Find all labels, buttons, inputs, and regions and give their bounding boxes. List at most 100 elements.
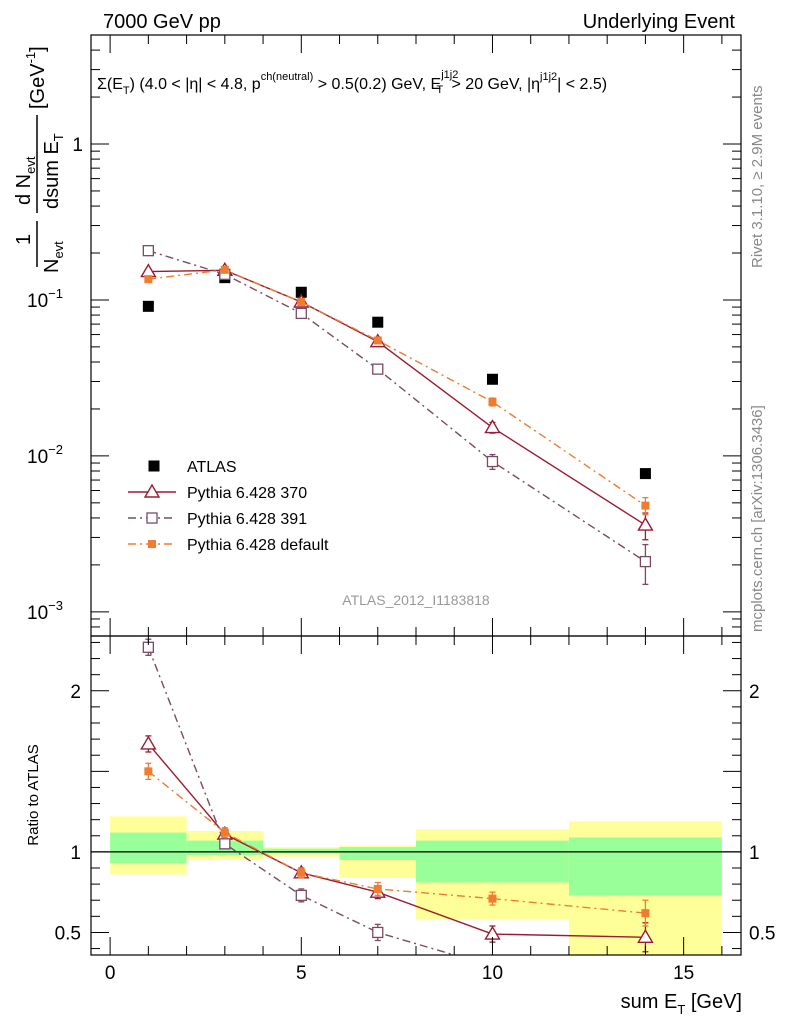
ratio-point <box>488 891 497 906</box>
main-y-tick-label: 10−2 <box>27 442 63 468</box>
legend-label: ATLAS <box>187 459 237 476</box>
header-left-label: 7000 GeV pp <box>103 11 221 33</box>
ratio-line <box>147 743 646 938</box>
x-tick-label: 15 <box>673 963 694 984</box>
main-point <box>295 286 307 298</box>
main-marker <box>637 516 654 531</box>
main-marker <box>639 468 651 480</box>
legend-item: Pythia 6.428 default <box>128 537 329 554</box>
main-point <box>637 512 654 541</box>
main-point <box>220 265 229 274</box>
main-marker <box>297 298 306 307</box>
x-tick-label: 0 <box>105 963 116 984</box>
svg-text:Nevt: Nevt <box>41 241 66 273</box>
ratio-marker <box>641 909 650 918</box>
main-point <box>641 496 650 516</box>
main-marker <box>488 397 497 406</box>
main-point <box>486 453 499 470</box>
legend-item: Pythia 6.428 391 <box>128 511 307 528</box>
ratio-point <box>297 867 306 879</box>
ratio-series <box>144 762 650 927</box>
green-band <box>110 832 187 864</box>
main-point <box>488 397 497 407</box>
svg-text:d Nevt: d Nevt <box>13 156 38 205</box>
ratio-y-tick-label-right: 1 <box>749 843 760 864</box>
legend-label: Pythia 6.428 default <box>187 537 329 554</box>
legend-label: Pythia 6.428 370 <box>187 485 307 502</box>
ratio-uncertainty-bands <box>110 816 722 955</box>
ratio-marker <box>372 926 384 939</box>
ratio-marker <box>140 735 157 750</box>
ratio-point <box>220 827 229 839</box>
ratio-y-tick-label-right: 2 <box>749 682 760 703</box>
main-line <box>148 250 646 563</box>
main-point <box>372 363 384 375</box>
ratio-marker <box>144 767 153 776</box>
main-line <box>148 269 646 507</box>
legend-marker <box>146 512 158 524</box>
analysis-watermark: ATLAS_2012_I1183818 <box>342 592 490 608</box>
ratio-marker <box>640 965 650 975</box>
main-marker <box>142 245 155 257</box>
ratio-y-tick-label-right: 0.5 <box>749 923 775 944</box>
main-y-axis-label: 1 Nevt d Nevt dsum ET [GeV-1] <box>13 46 66 273</box>
main-series <box>142 272 651 480</box>
main-point <box>144 275 153 284</box>
main-marker <box>486 455 499 468</box>
main-marker <box>142 300 154 312</box>
ratio-marker <box>297 868 306 877</box>
ratio-point <box>144 762 153 781</box>
ratio-series <box>142 638 650 983</box>
ratio-y-tick-label-left: 2 <box>70 682 81 703</box>
main-series <box>142 245 652 586</box>
ratio-marker <box>220 828 229 837</box>
ratio-y-tick-label-left: 0.5 <box>55 923 81 944</box>
main-marker <box>140 263 157 278</box>
legend-marker <box>148 460 160 472</box>
legend-label: Pythia 6.428 391 <box>187 511 307 528</box>
main-marker <box>295 307 307 320</box>
main-point <box>372 316 384 328</box>
main-point <box>142 300 154 312</box>
main-marker <box>295 286 307 298</box>
ratio-marker <box>637 928 654 943</box>
main-marker <box>220 265 229 274</box>
main-series-group <box>140 245 654 586</box>
ratio-y-tick-label-left: 1 <box>70 843 81 864</box>
main-y-tick-label: 10−3 <box>27 598 63 624</box>
legend-marker <box>148 540 156 548</box>
main-marker <box>641 501 650 510</box>
main-point <box>140 263 157 278</box>
ratio-marker <box>488 894 497 903</box>
x-axis-label: sum ET [GeV] <box>621 991 742 1017</box>
main-marker <box>372 363 384 375</box>
main-point <box>373 336 382 345</box>
main-marker <box>373 336 382 345</box>
rivet-version-label: Rivet 3.1.10, ≥ 2.9M events <box>749 86 766 269</box>
x-tick-label: 10 <box>482 963 503 984</box>
svg-text:1: 1 <box>13 234 35 245</box>
green-band <box>339 847 416 860</box>
ratio-point <box>295 888 307 903</box>
ratio-point <box>641 899 650 927</box>
legend-item: Pythia 6.428 370 <box>128 483 307 502</box>
main-y-tick-label: 10−1 <box>27 286 63 312</box>
green-band <box>568 837 722 896</box>
legend-marker <box>143 483 161 498</box>
source-label: mcplots.cern.ch [arXiv:1306.3436] <box>749 405 766 632</box>
main-point <box>639 543 652 586</box>
green-band <box>263 848 340 854</box>
x-tick-label: 5 <box>296 963 307 984</box>
main-point <box>639 468 651 480</box>
ratio-point <box>219 838 231 850</box>
ratio-point <box>640 957 650 983</box>
main-point <box>486 373 498 385</box>
legend-item: ATLAS <box>148 459 237 476</box>
main-marker <box>372 316 384 328</box>
main-marker <box>144 275 153 284</box>
svg-text:[GeV-1]: [GeV-1] <box>23 46 49 109</box>
main-point <box>484 419 501 434</box>
main-y-tick-label: 1 <box>72 135 83 156</box>
main-axis-group: 10−3 10−2 10−1 1 <box>27 34 741 637</box>
